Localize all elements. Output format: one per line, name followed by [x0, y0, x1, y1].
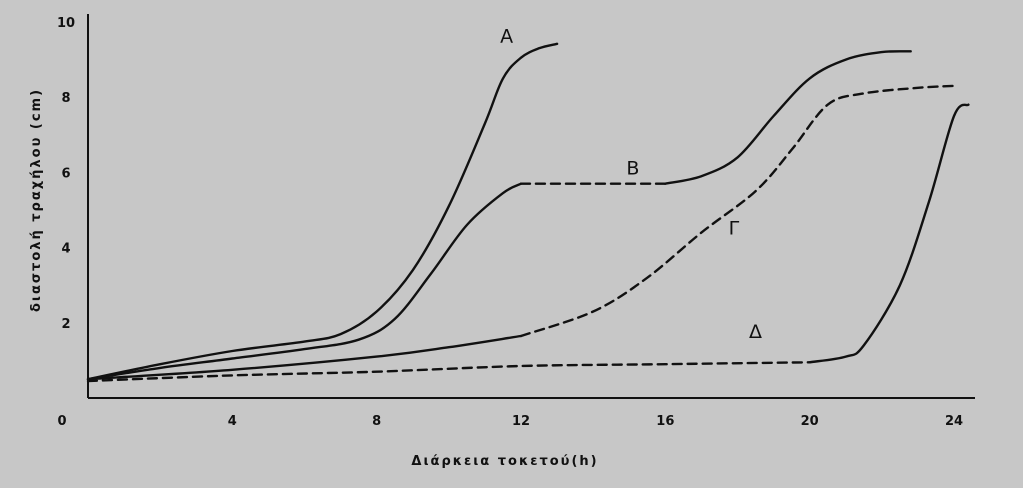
y-axis-title: διαστολή τραχήλου (cm)	[29, 88, 44, 312]
series-segment-solid	[86, 182, 523, 381]
series-line	[86, 84, 956, 381]
y-tick-label: 10	[57, 16, 75, 31]
series-layer	[86, 42, 970, 383]
x-tick-label: 4	[228, 414, 237, 429]
x-tick-label: 8	[372, 414, 381, 429]
series-line	[86, 50, 912, 381]
series-segment-solid	[86, 334, 523, 381]
curve-label: Γ	[729, 217, 740, 239]
x-tick-label: 0	[57, 414, 66, 429]
series-segment-solid	[664, 50, 912, 185]
y-tick-label: 2	[61, 317, 70, 332]
curve-label: Β	[626, 157, 639, 179]
x-tick-label: 16	[656, 414, 674, 429]
curve-label: Δ	[749, 321, 762, 343]
curve-label: Α	[500, 26, 513, 48]
series-segment-solid	[808, 103, 970, 364]
series-segment-dashed	[519, 84, 956, 338]
axes	[87, 14, 975, 399]
x-tick-label: 24	[945, 414, 963, 429]
series-line	[86, 42, 559, 381]
x-tick-label: 20	[801, 414, 819, 429]
y-tick-labels: 2 4 6 8 10	[57, 16, 75, 332]
y-tick-label: 8	[61, 91, 70, 106]
x-axis-title: Διάρκεια τοκετού(h)	[411, 454, 598, 469]
x-tick-labels: 0 4 8 12 16 20 24	[57, 414, 963, 429]
curve-labels: Α Β Γ Δ	[500, 26, 762, 343]
y-tick-label: 4	[61, 242, 70, 257]
series-segment-dashed	[86, 361, 811, 383]
series-segment-solid	[86, 42, 559, 381]
y-tick-label: 6	[61, 166, 70, 181]
series-line	[86, 103, 970, 383]
x-tick-label: 12	[512, 414, 530, 429]
